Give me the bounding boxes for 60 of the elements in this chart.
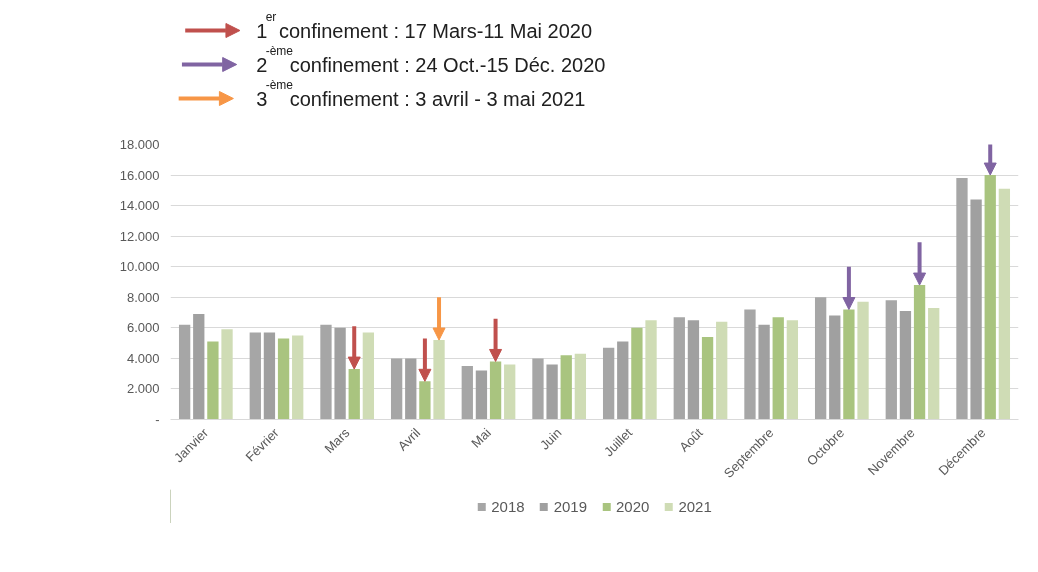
y-tick-label: 8.000 [126, 289, 160, 305]
y-tick-label: 16.000 [119, 167, 160, 183]
bar [786, 320, 799, 420]
text: 2-ème confinement : 24 Oct.-15 Déc. 2020 [256, 43, 606, 76]
y-tick-label: 12.000 [119, 228, 160, 244]
bar [772, 317, 784, 420]
bar [461, 366, 473, 420]
legend-label: 2021 [678, 497, 712, 515]
bar [574, 353, 587, 420]
bar [928, 307, 940, 420]
bar [744, 309, 756, 420]
bar [956, 178, 968, 420]
bar [885, 300, 897, 420]
bar [178, 324, 191, 420]
bar [716, 321, 728, 420]
legend-label: 2019 [553, 497, 587, 515]
x-tick-label: Mai [468, 425, 494, 451]
bar [320, 324, 332, 420]
y-tick-label: 14.000 [119, 198, 160, 214]
y-tick-label: 18.000 [119, 137, 160, 152]
bar [899, 311, 912, 420]
bar [546, 364, 558, 420]
bar [617, 341, 629, 420]
y-tick-label: - [155, 412, 160, 427]
bar [602, 347, 615, 420]
y-tick-label: 6.000 [126, 320, 160, 336]
bar [701, 337, 714, 420]
bar [857, 301, 869, 420]
bar [998, 188, 1011, 420]
bar [334, 327, 346, 420]
bar [362, 332, 375, 420]
bar [970, 199, 982, 420]
bar [758, 324, 770, 420]
bar [263, 332, 276, 420]
bar [645, 320, 657, 420]
legend-label: 2020 [616, 497, 650, 515]
bar [193, 314, 205, 420]
y-tick-label: 4.000 [126, 350, 160, 366]
y-tick-label: 10.000 [119, 259, 160, 275]
bar [814, 297, 827, 420]
text: 1er confinement : 17 Mars-11 Mai 2020 [256, 9, 593, 42]
bar [631, 327, 643, 420]
bar [390, 358, 403, 420]
bar [829, 315, 841, 420]
bar [277, 338, 290, 420]
text: 3-ème confinement : 3 avril - 3 mai 2021 [256, 77, 586, 110]
bar [504, 364, 516, 420]
bar [687, 320, 700, 420]
bar [405, 358, 417, 420]
x-tick-label: Juin [537, 425, 565, 453]
bar [560, 355, 572, 420]
bar [292, 335, 304, 420]
bar [532, 358, 544, 420]
y-tick-label: 2.000 [126, 381, 160, 397]
bar [475, 370, 488, 420]
legend-label: 2018 [491, 497, 525, 515]
bar [207, 341, 219, 420]
bar [249, 332, 261, 420]
bar [673, 317, 685, 420]
bar [221, 329, 233, 420]
